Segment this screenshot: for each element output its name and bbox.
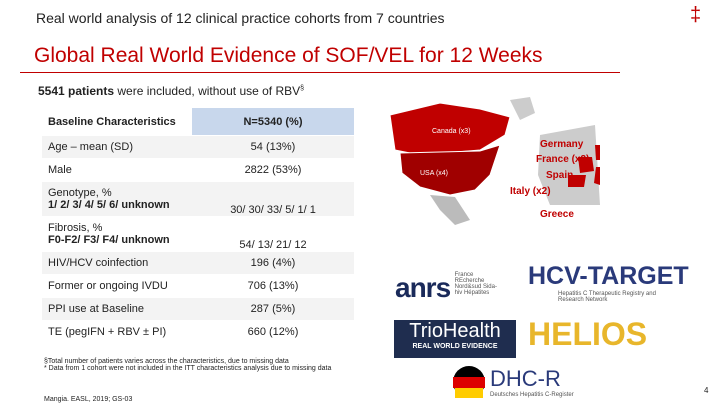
- cell-label: Age – mean (SD): [42, 135, 192, 159]
- label-line: HIV/HCV coinfection: [48, 257, 149, 269]
- map-label: USA (x4): [420, 170, 448, 177]
- cell-value: 660 (12%): [192, 320, 354, 344]
- greenland: [510, 97, 535, 120]
- canada: [389, 102, 511, 156]
- label-line: Male: [48, 164, 72, 176]
- cell-label: HIV/HCV coinfection: [42, 251, 192, 275]
- cell-label: Genotype, % 1/ 2/ 3/ 4/ 5/ 6/ unknown: [42, 181, 192, 217]
- anrs: anrs: [395, 272, 451, 303]
- intro-bold: 5541 patients: [38, 84, 115, 98]
- europe-bg: [538, 125, 600, 205]
- label-line: Age – mean (SD): [48, 141, 133, 153]
- dhcr-sub: Deutsches Hepatitis C-Register: [490, 392, 574, 398]
- france-shape: [578, 157, 594, 173]
- subtitle: Real world analysis of 12 clinical pract…: [36, 10, 445, 26]
- citation: Mangia. EASL, 2019; GS-03: [44, 396, 133, 403]
- hcv-sub: Hepatitis C Therapeutic Registry and Res…: [558, 291, 656, 303]
- label-line: 1/ 2/ 3/ 4/ 5/ 6/ unknown: [48, 199, 170, 211]
- cell-value: 196 (4%): [192, 251, 354, 275]
- map-label: Canada (x3): [432, 128, 471, 135]
- label-line: PPI use at Baseline: [48, 303, 145, 315]
- trio: TrioHealth: [409, 320, 501, 342]
- cell-label: Male: [42, 158, 192, 182]
- mark: ‡: [690, 4, 702, 26]
- map: Canada (x3) USA (x4) Germany France (x2)…: [360, 95, 600, 240]
- intro-sup: §: [300, 85, 305, 92]
- dhcr: DHC-R: [490, 366, 561, 391]
- anrs-logo: anrs France REcherche Nord&sud Sida-hiv …: [395, 272, 501, 304]
- intro-text: were included, without use of RBV: [114, 84, 301, 98]
- row: Fibrosis, % F0-F2/ F3/ F4/ unknown 54/ 13/…: [42, 216, 354, 252]
- footnotes: §Total number of patients varies across …: [44, 358, 344, 372]
- title: Global Real World Evidence of SOF/VEL fo…: [34, 44, 543, 67]
- row: Age – mean (SD) 54 (13%): [42, 135, 354, 159]
- cell-value: 706 (13%): [192, 274, 354, 298]
- rule: [20, 72, 620, 73]
- cell-label: PPI use at Baseline: [42, 297, 192, 321]
- label-line: F0-F2/ F3/ F4/ unknown: [48, 234, 170, 246]
- cell-value: 54/ 13/ 21/ 12: [192, 216, 354, 252]
- map-label: Spain: [546, 170, 573, 181]
- map-label: Germany: [540, 139, 584, 150]
- label-line: TE (pegIFN + RBV ± PI): [48, 326, 167, 338]
- trio-sub: REAL WORLD EVIDENCE: [412, 343, 498, 350]
- hcv-logo: HCV-TARGET Hepatitis C Therapeutic Regis…: [528, 262, 708, 303]
- cell-value: 30/ 30/ 33/ 5/ 1/ 1: [192, 181, 354, 217]
- page-number: 4: [704, 386, 709, 395]
- usa: [399, 144, 501, 196]
- cell-value: 54 (13%): [192, 135, 354, 159]
- map-label: France (x2): [536, 154, 589, 165]
- spain-shape: [568, 175, 586, 187]
- label-line: Fibrosis, %: [48, 222, 103, 234]
- cell-label: Fibrosis, % F0-F2/ F3/ F4/ unknown: [42, 216, 192, 252]
- italy-shape: [594, 167, 600, 185]
- row: Former or ongoing IVDU 706 (13%): [42, 274, 354, 298]
- th: N=5340 (%): [192, 108, 354, 136]
- mexico: [430, 195, 470, 225]
- footnote: * Data from 1 cohort were not included i…: [44, 365, 332, 372]
- row: Genotype, % 1/ 2/ 3/ 4/ 5/ 6/ unknown 30/ …: [42, 181, 354, 217]
- row: Male 2822 (53%): [42, 158, 354, 182]
- cell-value: 2822 (53%): [192, 158, 354, 182]
- th: Baseline Characteristics: [42, 108, 192, 136]
- row: PPI use at Baseline 287 (5%): [42, 297, 354, 321]
- germany-shape: [595, 145, 600, 160]
- row: TE (pegIFN + RBV ± PI) 660 (12%): [42, 320, 354, 344]
- cell-value: 287 (5%): [192, 297, 354, 321]
- cell-label: Former or ongoing IVDU: [42, 274, 192, 298]
- label-line: Former or ongoing IVDU: [48, 280, 168, 292]
- helios: HELIOS: [528, 316, 648, 352]
- flag: [453, 366, 485, 398]
- dhcr-logo: DHC-R Deutsches Hepatitis C-Register: [490, 366, 574, 398]
- cell-label: TE (pegIFN + RBV ± PI): [42, 320, 192, 344]
- table: Baseline Characteristics N=5340 (%) Age –…: [42, 108, 354, 344]
- hcv: HCV-TARGET: [528, 262, 689, 290]
- label-line: Genotype, %: [48, 187, 112, 199]
- anrs-sub: France REcherche Nord&sud Sida-hiv Hépat…: [454, 272, 497, 296]
- map-label: Italy (x2): [510, 186, 551, 197]
- footnote: §Total number of patients varies across …: [44, 358, 289, 365]
- map-label: Greece: [540, 209, 574, 220]
- intro: 5541 patients were included, without use…: [38, 84, 304, 98]
- trio-logo: TrioHealth REAL WORLD EVIDENCE: [394, 320, 516, 358]
- row: HIV/HCV coinfection 196 (4%): [42, 251, 354, 275]
